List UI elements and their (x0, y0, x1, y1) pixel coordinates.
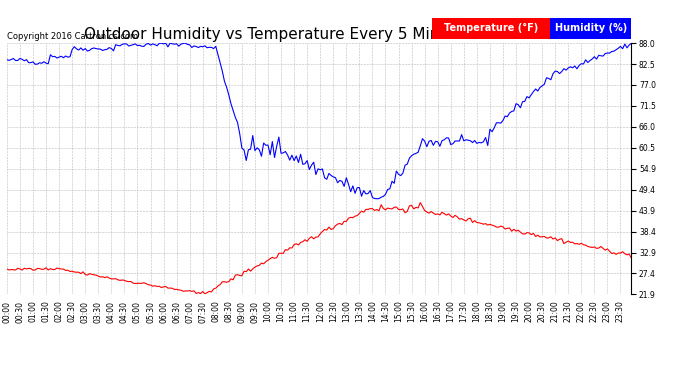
Text: Humidity (%): Humidity (%) (555, 23, 627, 33)
Text: Copyright 2016 Cartronics.com: Copyright 2016 Cartronics.com (7, 32, 138, 41)
Title: Outdoor Humidity vs Temperature Every 5 Minutes 20160325: Outdoor Humidity vs Temperature Every 5 … (83, 27, 555, 42)
Text: Temperature (°F): Temperature (°F) (444, 23, 538, 33)
